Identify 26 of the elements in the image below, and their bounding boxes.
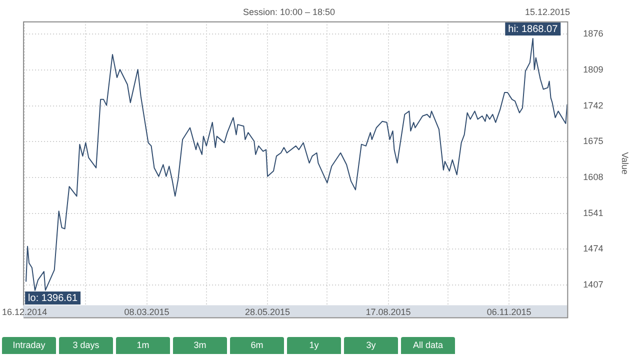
- text: 1y: [287, 337, 341, 354]
- x-tick-label: 16.12.2014: [2, 307, 48, 318]
- y-axis-title: Value: [620, 152, 630, 174]
- text: 3m: [173, 337, 227, 354]
- annotation: hi: 1868.07: [508, 24, 558, 36]
- y-tick-label: 1742: [583, 100, 604, 110]
- text: 3y: [344, 337, 398, 354]
- text: 6m: [230, 337, 284, 354]
- y-tick-label: 1541: [583, 208, 604, 218]
- y-tick-label: 1474: [583, 244, 604, 254]
- y-tick-label: 1407: [583, 279, 604, 290]
- x-tick-label: 08.03.2015: [124, 307, 170, 318]
- text: All data: [401, 337, 455, 354]
- x-tick-label: 28.05.2015: [245, 307, 290, 318]
- annotation: lo: 1396.61: [28, 293, 78, 304]
- y-tick-label: 1608: [583, 172, 604, 182]
- y-tick-label: 1809: [583, 64, 604, 75]
- y-tick-label: 1876: [583, 28, 604, 39]
- text: 1m: [116, 337, 170, 354]
- chart-subtitle: 15.12.2015: [524, 7, 570, 17]
- text: Intraday: [2, 337, 56, 354]
- y-tick-label: 1675: [583, 136, 604, 146]
- chart-title: Session: 10:00 – 18:50: [242, 7, 336, 17]
- x-tick-label: 06.11.2015: [486, 307, 532, 318]
- x-tick-label: 17.08.2015: [366, 307, 411, 318]
- text: 3 days: [59, 337, 113, 354]
